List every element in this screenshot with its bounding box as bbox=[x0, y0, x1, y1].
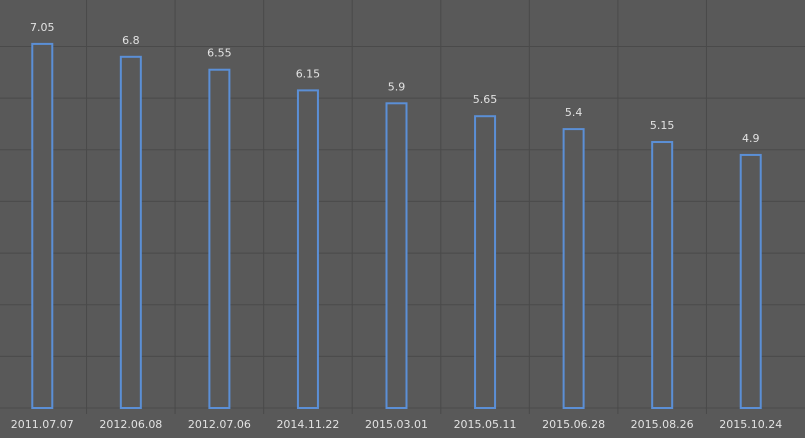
value-label: 6.8 bbox=[122, 34, 140, 47]
bar bbox=[208, 68, 231, 409]
value-label: 6.55 bbox=[207, 47, 232, 60]
bar bbox=[385, 102, 408, 409]
value-label: 6.15 bbox=[296, 67, 321, 80]
bar bbox=[31, 42, 54, 409]
value-label: 5.65 bbox=[473, 93, 498, 106]
x-tick-label: 2012.06.08 bbox=[99, 418, 162, 431]
bar bbox=[296, 89, 319, 409]
x-tick-label: 2015.03.01 bbox=[365, 418, 428, 431]
bar bbox=[119, 55, 142, 410]
value-label: 5.4 bbox=[565, 106, 583, 119]
value-label: 5.15 bbox=[650, 119, 675, 132]
bar bbox=[739, 153, 762, 409]
x-tick-label: 2015.10.24 bbox=[719, 418, 782, 431]
x-tick-label: 2011.07.07 bbox=[11, 418, 74, 431]
x-tick-label: 2012.07.06 bbox=[188, 418, 251, 431]
x-tick-label: 2015.08.26 bbox=[631, 418, 694, 431]
value-label: 5.9 bbox=[388, 80, 406, 93]
value-label: 7.05 bbox=[30, 21, 55, 34]
bar bbox=[651, 141, 674, 409]
x-tick-label: 2015.06.28 bbox=[542, 418, 605, 431]
bar bbox=[474, 115, 497, 409]
x-tick-label: 2015.05.11 bbox=[454, 418, 517, 431]
value-label: 4.9 bbox=[742, 132, 760, 145]
bar bbox=[562, 128, 585, 409]
x-tick-label: 2014.11.22 bbox=[276, 418, 339, 431]
